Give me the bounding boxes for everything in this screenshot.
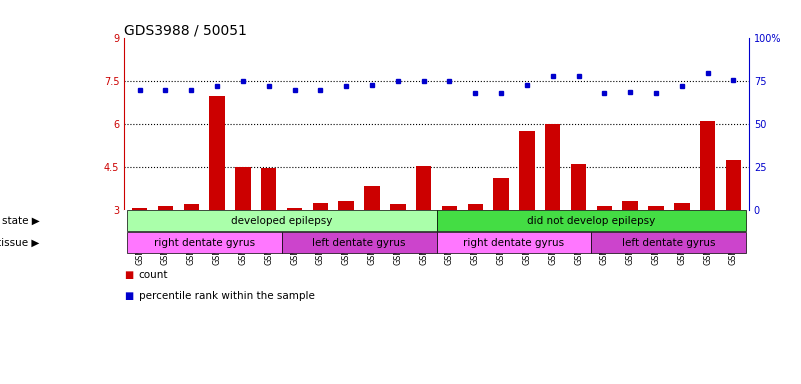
Bar bbox=[519, 131, 534, 210]
Text: left dentate gyrus: left dentate gyrus bbox=[622, 238, 715, 248]
Text: left dentate gyrus: left dentate gyrus bbox=[312, 238, 406, 248]
Text: disease state ▶: disease state ▶ bbox=[0, 216, 40, 226]
Text: right dentate gyrus: right dentate gyrus bbox=[464, 238, 565, 248]
Bar bbox=[339, 201, 354, 210]
Text: tissue ▶: tissue ▶ bbox=[0, 238, 40, 248]
Text: ■: ■ bbox=[124, 270, 134, 280]
Text: GDS3988 / 50051: GDS3988 / 50051 bbox=[124, 23, 247, 37]
Bar bbox=[127, 210, 437, 231]
Bar bbox=[287, 209, 302, 210]
Bar bbox=[468, 204, 483, 210]
Bar bbox=[674, 203, 690, 210]
Bar bbox=[390, 204, 405, 210]
Bar bbox=[700, 121, 715, 210]
Bar bbox=[726, 160, 741, 210]
Bar bbox=[132, 209, 147, 210]
Bar bbox=[183, 204, 199, 210]
Bar bbox=[571, 164, 586, 210]
Bar bbox=[158, 205, 173, 210]
Bar bbox=[209, 96, 225, 210]
Bar bbox=[648, 205, 664, 210]
Bar bbox=[437, 210, 747, 231]
Text: ■: ■ bbox=[124, 291, 134, 301]
Bar bbox=[235, 167, 251, 210]
Bar bbox=[622, 201, 638, 210]
Bar bbox=[545, 124, 561, 210]
Bar bbox=[416, 166, 432, 210]
Bar bbox=[127, 232, 282, 253]
Bar bbox=[261, 169, 276, 210]
Bar bbox=[597, 205, 612, 210]
Bar bbox=[493, 179, 509, 210]
Text: developed epilepsy: developed epilepsy bbox=[231, 216, 332, 226]
Bar bbox=[441, 205, 457, 210]
Text: right dentate gyrus: right dentate gyrus bbox=[154, 238, 255, 248]
Bar bbox=[591, 232, 747, 253]
Bar bbox=[282, 232, 437, 253]
Text: did not develop epilepsy: did not develop epilepsy bbox=[527, 216, 655, 226]
Text: count: count bbox=[139, 270, 168, 280]
Bar bbox=[437, 232, 591, 253]
Bar bbox=[312, 203, 328, 210]
Text: percentile rank within the sample: percentile rank within the sample bbox=[139, 291, 315, 301]
Bar bbox=[364, 185, 380, 210]
